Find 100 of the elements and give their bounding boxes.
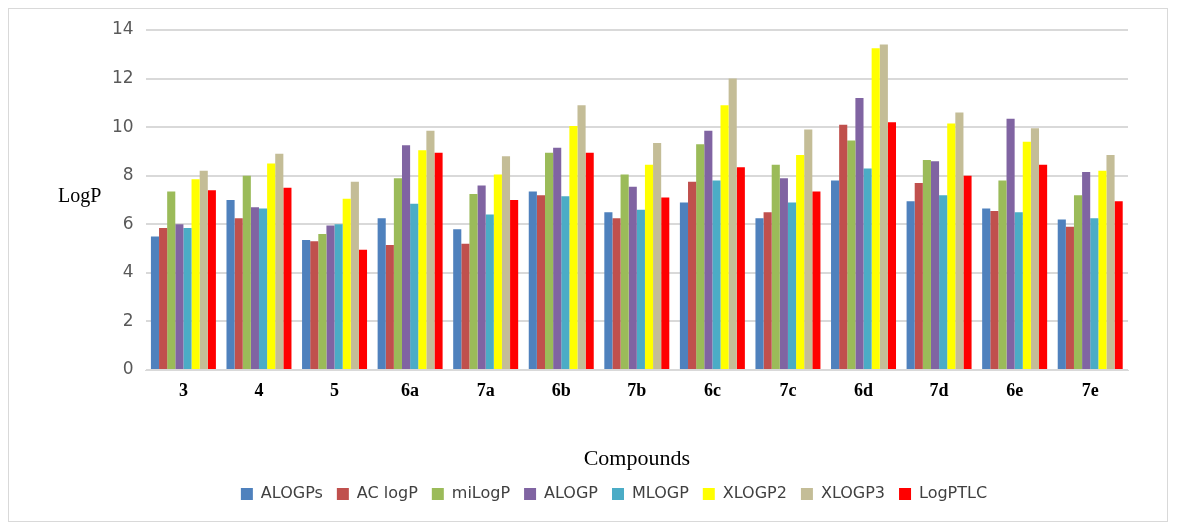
bar xyxy=(712,180,721,369)
bar xyxy=(847,140,856,369)
bar xyxy=(839,124,848,369)
bar xyxy=(318,234,327,369)
x-axis-title: Compounds xyxy=(583,444,690,470)
bar xyxy=(620,174,629,369)
bar xyxy=(167,191,176,369)
bar xyxy=(267,163,276,369)
bar xyxy=(779,178,788,369)
x-tick-label: 4 xyxy=(254,380,264,401)
x-tick-label: 6c xyxy=(703,380,721,401)
legend-label: ALOGPs xyxy=(260,483,323,503)
bar xyxy=(679,202,689,369)
x-tick-label: 5 xyxy=(330,380,340,401)
x-tick-label: 7b xyxy=(627,380,647,401)
x-tick-label: 6a xyxy=(401,380,420,401)
bar xyxy=(536,195,545,369)
bar xyxy=(998,180,1007,369)
bar xyxy=(1065,226,1074,369)
bar xyxy=(1022,141,1031,369)
y-axis-title: LogP xyxy=(58,184,102,208)
legend-label: LogPTLC xyxy=(919,483,988,503)
bar xyxy=(385,244,394,369)
bar xyxy=(310,241,319,369)
bar xyxy=(955,112,964,369)
bar xyxy=(377,218,386,369)
bar xyxy=(831,180,840,369)
bar xyxy=(887,122,897,369)
bar xyxy=(930,161,940,369)
bar xyxy=(207,190,216,369)
bar xyxy=(469,193,478,369)
legend-label: AC logP xyxy=(356,483,419,503)
legend-label: XLOGP2 xyxy=(722,483,787,503)
bar xyxy=(326,225,335,369)
x-tick-label: 6d xyxy=(854,380,874,401)
bar xyxy=(1073,195,1083,369)
bar xyxy=(250,207,259,369)
bar xyxy=(855,98,864,369)
bar xyxy=(990,210,999,369)
legend-label: miLogP xyxy=(451,483,511,503)
bar xyxy=(982,208,991,369)
bar xyxy=(736,167,745,369)
bar xyxy=(1014,212,1023,369)
bar xyxy=(939,195,948,369)
bar xyxy=(258,208,268,369)
bar xyxy=(604,212,613,369)
bar xyxy=(1057,219,1066,369)
bar xyxy=(226,200,235,369)
bar xyxy=(1090,218,1099,369)
bar xyxy=(569,125,578,369)
bar xyxy=(234,218,243,369)
bar xyxy=(545,152,554,369)
bar xyxy=(787,202,797,369)
bar xyxy=(434,152,443,369)
bar xyxy=(720,105,729,369)
bar xyxy=(477,185,486,369)
y-tick-label: 14 xyxy=(111,18,134,39)
bar xyxy=(1106,155,1115,369)
bar xyxy=(358,249,368,369)
bar xyxy=(461,243,470,369)
bar xyxy=(922,159,931,369)
bar xyxy=(159,227,168,369)
y-tick-label: 10 xyxy=(111,115,134,136)
bar xyxy=(401,145,411,369)
bar xyxy=(653,142,662,369)
bar xyxy=(528,191,537,369)
bar xyxy=(350,181,359,369)
bar xyxy=(485,214,494,369)
bar xyxy=(453,229,462,369)
bar xyxy=(763,212,772,369)
bar xyxy=(704,130,713,369)
bar xyxy=(612,218,621,369)
legend-label: MLOGP xyxy=(632,483,690,503)
bar xyxy=(755,218,764,369)
bar xyxy=(561,196,570,369)
x-tick-label: 7c xyxy=(779,380,797,401)
bar xyxy=(275,153,284,369)
bar xyxy=(175,224,184,369)
bar xyxy=(191,179,200,369)
bar xyxy=(863,168,872,369)
bar xyxy=(302,240,311,369)
bar xyxy=(1114,201,1123,369)
x-tick-label: 7e xyxy=(1081,380,1099,401)
bar xyxy=(661,197,670,369)
bar xyxy=(804,129,813,369)
y-tick-label: 2 xyxy=(122,309,134,330)
y-tick-label: 12 xyxy=(111,66,134,87)
bar xyxy=(771,164,780,369)
bar xyxy=(1006,118,1015,369)
bar xyxy=(644,164,654,369)
x-tick-label: 7a xyxy=(476,380,495,401)
bar xyxy=(728,78,737,369)
bar xyxy=(812,191,821,369)
bar xyxy=(418,150,427,369)
x-tick-label: 6b xyxy=(551,380,571,401)
bar xyxy=(688,181,697,369)
legend-label: ALOGP xyxy=(544,483,599,503)
bar xyxy=(553,147,562,369)
bar xyxy=(585,152,594,369)
bar xyxy=(342,198,351,369)
